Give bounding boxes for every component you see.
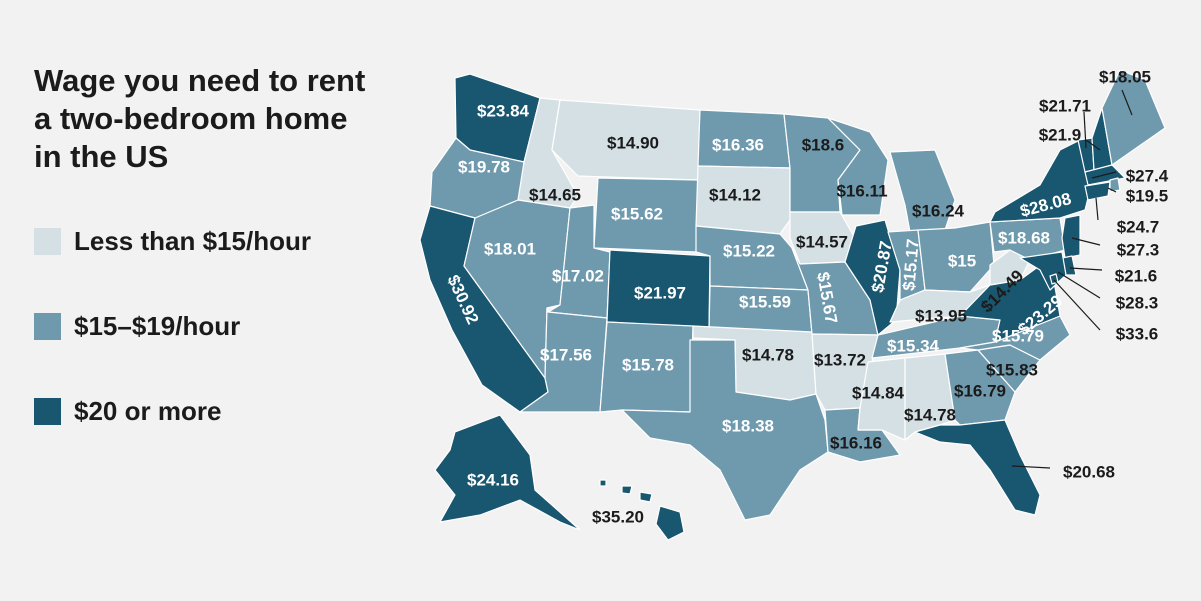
- state-value-hawaii: $35.20: [592, 507, 644, 526]
- state-value-delaware: $21.6: [1115, 266, 1158, 285]
- leader-line-new-hampshire: [1085, 139, 1101, 151]
- state-hawaii: [599, 479, 685, 541]
- legend-item-low: Less than $15/hour: [34, 226, 354, 256]
- state-value-pennsylvania: $18.68: [998, 228, 1050, 247]
- state-wisconsin: [827, 117, 889, 216]
- legend-swatch-high: [34, 398, 61, 425]
- state-west-virginia: [989, 249, 1031, 286]
- leader-line-district-of-columbia: [1053, 279, 1101, 331]
- state-value-rhode-island: $19.5: [1126, 186, 1169, 205]
- state-texas: [621, 339, 829, 521]
- state-value-kentucky: $13.95: [915, 306, 967, 325]
- state-value-indiana: $15.17: [899, 238, 922, 291]
- state-value-new-jersey: $27.3: [1117, 240, 1160, 259]
- state-value-connecticut: $24.7: [1117, 217, 1160, 236]
- map-title: Wage you need to rent a two-bedroom home…: [34, 63, 366, 174]
- state-value-alaska: $24.16: [467, 470, 519, 489]
- legend-label-high: $20 or more: [74, 396, 222, 426]
- leader-line-florida: [1011, 465, 1051, 469]
- state-south-dakota: [695, 165, 791, 235]
- state-montana: [551, 99, 701, 181]
- state-value-minnesota: $18.6: [802, 135, 845, 154]
- state-value-louisiana: $16.16: [830, 433, 882, 452]
- state-value-georgia: $16.79: [954, 381, 1006, 400]
- state-value-ohio: $15: [948, 251, 976, 270]
- state-value-new-mexico: $15.78: [622, 355, 674, 374]
- state-value-nevada: $18.01: [484, 239, 536, 258]
- state-florida: [914, 419, 1041, 516]
- leader-line-maine: [1121, 89, 1133, 116]
- state-value-arkansas: $13.72: [814, 350, 866, 369]
- legend-label-mid: $15–$19/hour: [74, 311, 241, 341]
- state-value-oklahoma: $14.78: [742, 345, 794, 364]
- state-value-mississippi: $14.84: [852, 383, 905, 402]
- state-value-michigan: $16.24: [912, 201, 965, 220]
- state-value-kansas: $15.59: [739, 292, 791, 311]
- leader-line-new-jersey: [1071, 237, 1101, 246]
- state-value-wyoming: $15.62: [611, 204, 663, 223]
- state-value-utah: $17.02: [552, 266, 604, 285]
- leader-line-rhode-island: [1107, 187, 1117, 193]
- state-value-maryland: $28.3: [1116, 293, 1159, 312]
- state-value-new-hampshire: $21.9: [1039, 125, 1082, 144]
- legend-item-high: $20 or more: [34, 396, 354, 426]
- legend-item-mid: $15–$19/hour: [34, 311, 354, 341]
- leader-line-maryland: [1057, 271, 1101, 299]
- state-value-vermont: $21.71: [1039, 96, 1091, 115]
- leader-line-connecticut: [1095, 197, 1099, 221]
- state-value-iowa: $14.57: [796, 232, 848, 251]
- state-connecticut: [1084, 181, 1111, 201]
- state-illinois: [844, 219, 901, 336]
- state-value-idaho: $14.65: [529, 185, 581, 204]
- state-value-nebraska: $15.22: [723, 241, 775, 260]
- leader-line-vermont: [1083, 111, 1087, 149]
- leader-line-massachusetts: [1091, 171, 1117, 179]
- leader-line-delaware: [1069, 267, 1103, 271]
- state-value-alabama: $14.78: [904, 405, 956, 424]
- state-maine: [1101, 69, 1166, 166]
- state-virginia: [959, 257, 1061, 343]
- legend-label-low: Less than $15/hour: [74, 226, 311, 256]
- state-value-florida: $20.68: [1063, 462, 1115, 481]
- state-value-oregon: $19.78: [458, 157, 510, 176]
- state-value-texas: $18.38: [722, 416, 774, 435]
- state-value-washington: $23.84: [477, 101, 530, 120]
- state-value-colorado: $21.97: [634, 283, 686, 302]
- state-nevada: [463, 199, 571, 379]
- state-new-jersey: [1061, 214, 1081, 259]
- state-value-tennessee: $15.34: [887, 336, 940, 355]
- state-value-south-carolina: $15.83: [986, 360, 1038, 379]
- state-rhode-island: [1109, 177, 1121, 193]
- state-value-district-of-columbia: $33.6: [1116, 324, 1159, 343]
- state-value-north-carolina: $15.79: [992, 326, 1044, 345]
- state-alaska: [434, 414, 581, 531]
- state-value-wisconsin: $16.11: [836, 181, 887, 200]
- state-value-south-dakota: $14.12: [709, 185, 761, 204]
- state-value-massachusetts: $27.4: [1126, 166, 1169, 185]
- legend-swatch-mid: [34, 313, 61, 340]
- state-value-north-dakota: $16.36: [712, 135, 764, 154]
- state-value-maine: $18.05: [1099, 67, 1151, 86]
- state-value-arizona: $17.56: [540, 345, 592, 364]
- legend-swatch-low: [34, 228, 61, 255]
- state-value-montana: $14.90: [607, 133, 659, 152]
